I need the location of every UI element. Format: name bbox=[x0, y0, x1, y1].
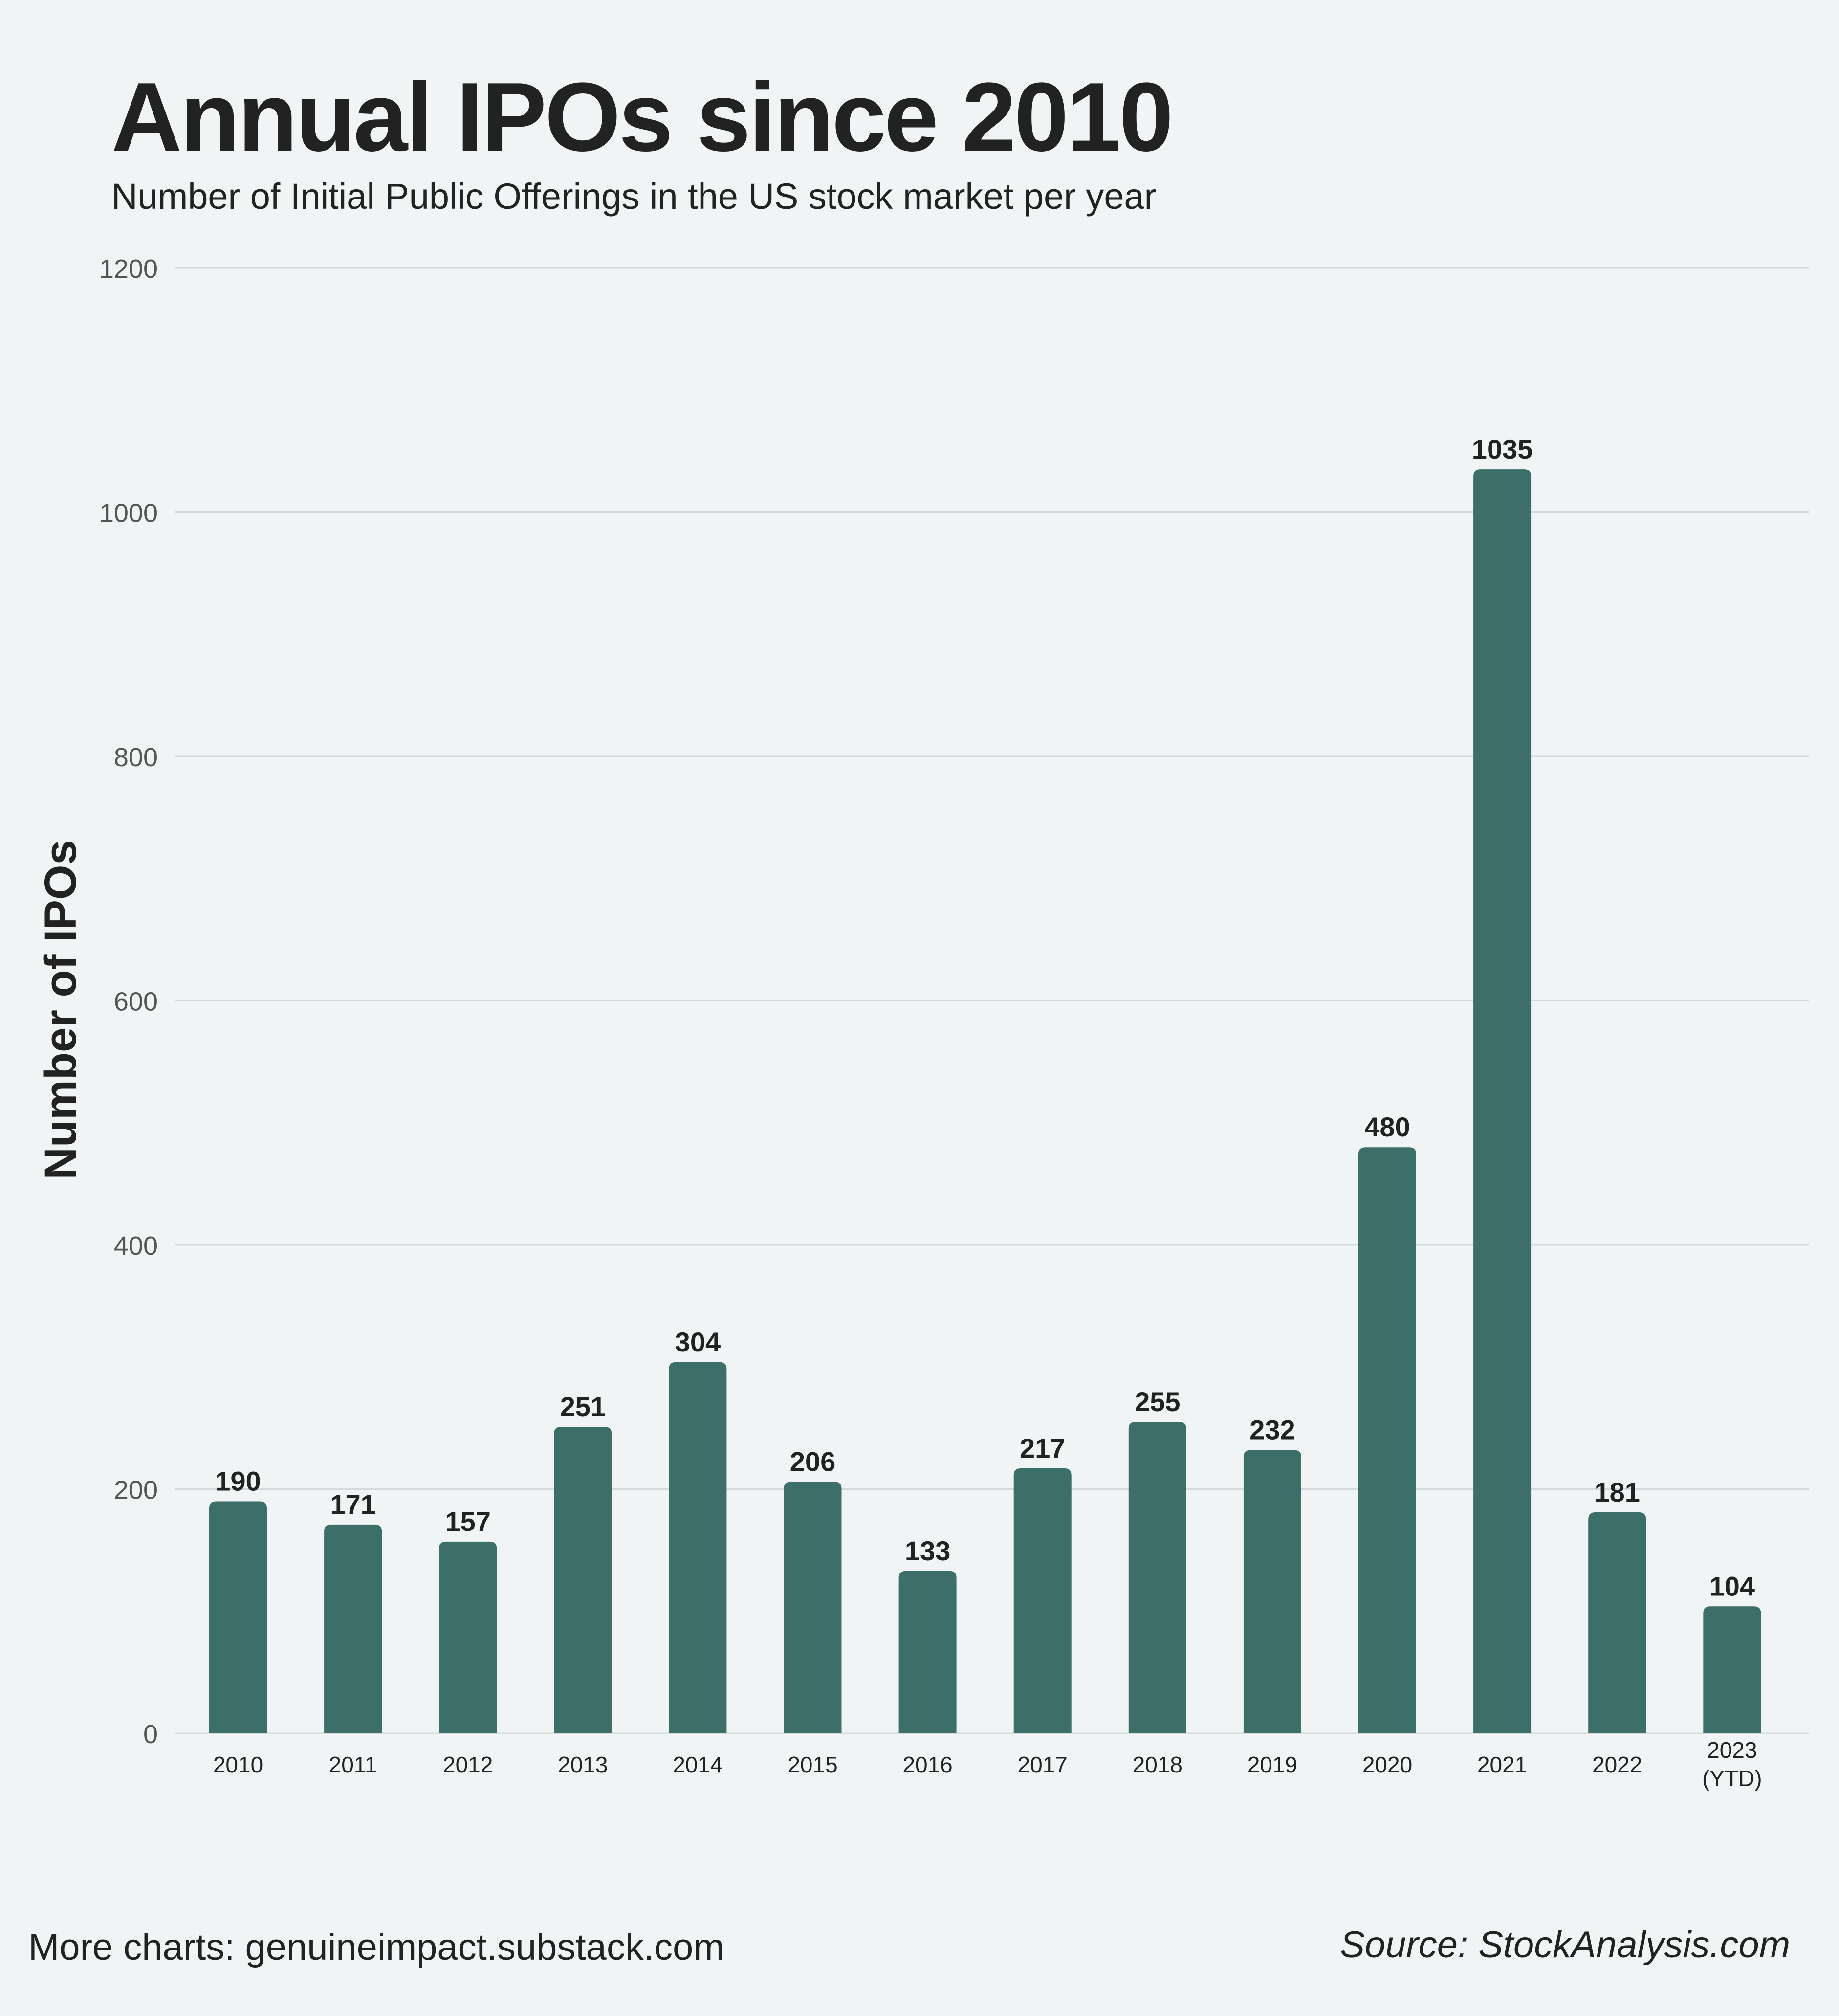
x-tick-label: 2020 bbox=[1362, 1752, 1412, 1777]
data-label: 251 bbox=[560, 1391, 606, 1422]
data-label: 181 bbox=[1594, 1477, 1640, 1507]
x-tick-label: 2013 bbox=[558, 1752, 608, 1777]
y-tick-label: 1200 bbox=[99, 254, 158, 284]
y-tick-label: 600 bbox=[114, 987, 158, 1017]
bar bbox=[209, 1501, 267, 1733]
chart-title: Annual IPOs since 2010 bbox=[111, 63, 1174, 172]
y-axis-ticks: 0 200 400 600 800 1000 1200 bbox=[99, 254, 158, 1749]
x-tick-label: 2021 bbox=[1477, 1752, 1527, 1777]
data-label: 480 bbox=[1364, 1111, 1410, 1142]
y-tick-label: 1000 bbox=[99, 499, 158, 528]
x-tick-label: 2023 (YTD) bbox=[1702, 1737, 1762, 1791]
bar bbox=[1243, 1450, 1301, 1733]
x-tick-label: 2019 bbox=[1248, 1752, 1297, 1777]
bars bbox=[209, 469, 1761, 1734]
y-axis-label: Number of IPOs bbox=[36, 840, 86, 1179]
data-labels: 190 171 157 251 304 206 133 217 255 232 480 1035 181… bbox=[215, 434, 1755, 1601]
bar bbox=[439, 1541, 497, 1733]
x-axis-ticks: 2010 2011 2012 2013 2014 2015 2016 2017 2018 2019… bbox=[213, 1737, 1762, 1791]
x-tick-label: 2022 bbox=[1592, 1752, 1642, 1777]
bar bbox=[1703, 1606, 1761, 1733]
footer-source: Source: StockAnalysis.com bbox=[1340, 1924, 1790, 1966]
bar bbox=[898, 1571, 957, 1733]
x-tick-label: 2018 bbox=[1133, 1752, 1182, 1777]
data-label: 104 bbox=[1709, 1571, 1755, 1601]
x-tick-label: 2012 bbox=[443, 1752, 493, 1777]
data-label: 217 bbox=[1020, 1433, 1065, 1463]
bar bbox=[324, 1524, 382, 1733]
bar bbox=[554, 1427, 612, 1733]
data-label: 206 bbox=[790, 1446, 835, 1477]
data-label: 190 bbox=[215, 1465, 261, 1496]
data-label: 232 bbox=[1249, 1415, 1295, 1445]
y-tick-label: 800 bbox=[114, 743, 158, 772]
data-label: 157 bbox=[445, 1506, 490, 1537]
x-tick-label: 2010 bbox=[213, 1752, 263, 1777]
y-tick-label: 200 bbox=[114, 1476, 158, 1505]
footer-credit: More charts: genuineimpact.substack.com bbox=[28, 1927, 724, 1968]
bar bbox=[1588, 1512, 1646, 1733]
x-tick-label: 2016 bbox=[902, 1752, 952, 1777]
x-tick-label: 2017 bbox=[1018, 1752, 1068, 1777]
x-tick-label: 2015 bbox=[788, 1752, 837, 1777]
x-tick-label: 2011 bbox=[329, 1752, 377, 1777]
x-tick-label: 2014 bbox=[673, 1752, 722, 1777]
bar bbox=[1013, 1468, 1072, 1733]
data-label: 171 bbox=[330, 1489, 375, 1520]
data-label: 1035 bbox=[1472, 434, 1533, 465]
bar bbox=[784, 1482, 842, 1733]
bar bbox=[1358, 1147, 1416, 1733]
bar bbox=[1128, 1422, 1186, 1733]
chart-subtitle: Number of Initial Public Offerings in th… bbox=[111, 176, 1157, 217]
y-tick-label: 400 bbox=[114, 1231, 158, 1261]
data-label: 255 bbox=[1135, 1386, 1180, 1417]
gridlines bbox=[175, 267, 1809, 1734]
bar bbox=[669, 1362, 727, 1733]
y-tick-label: 0 bbox=[143, 1720, 158, 1749]
data-label: 133 bbox=[905, 1535, 950, 1566]
bar bbox=[1473, 469, 1532, 1734]
data-label: 304 bbox=[675, 1327, 721, 1357]
